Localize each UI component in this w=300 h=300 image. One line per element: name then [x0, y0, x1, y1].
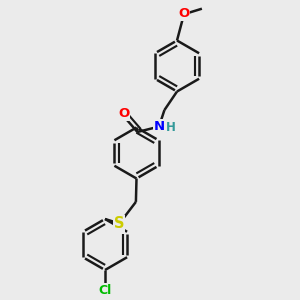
Text: Cl: Cl	[98, 284, 112, 297]
Text: S: S	[114, 216, 125, 231]
Text: O: O	[118, 107, 130, 120]
Text: N: N	[153, 120, 165, 133]
Text: O: O	[178, 7, 190, 20]
Text: H: H	[166, 121, 175, 134]
